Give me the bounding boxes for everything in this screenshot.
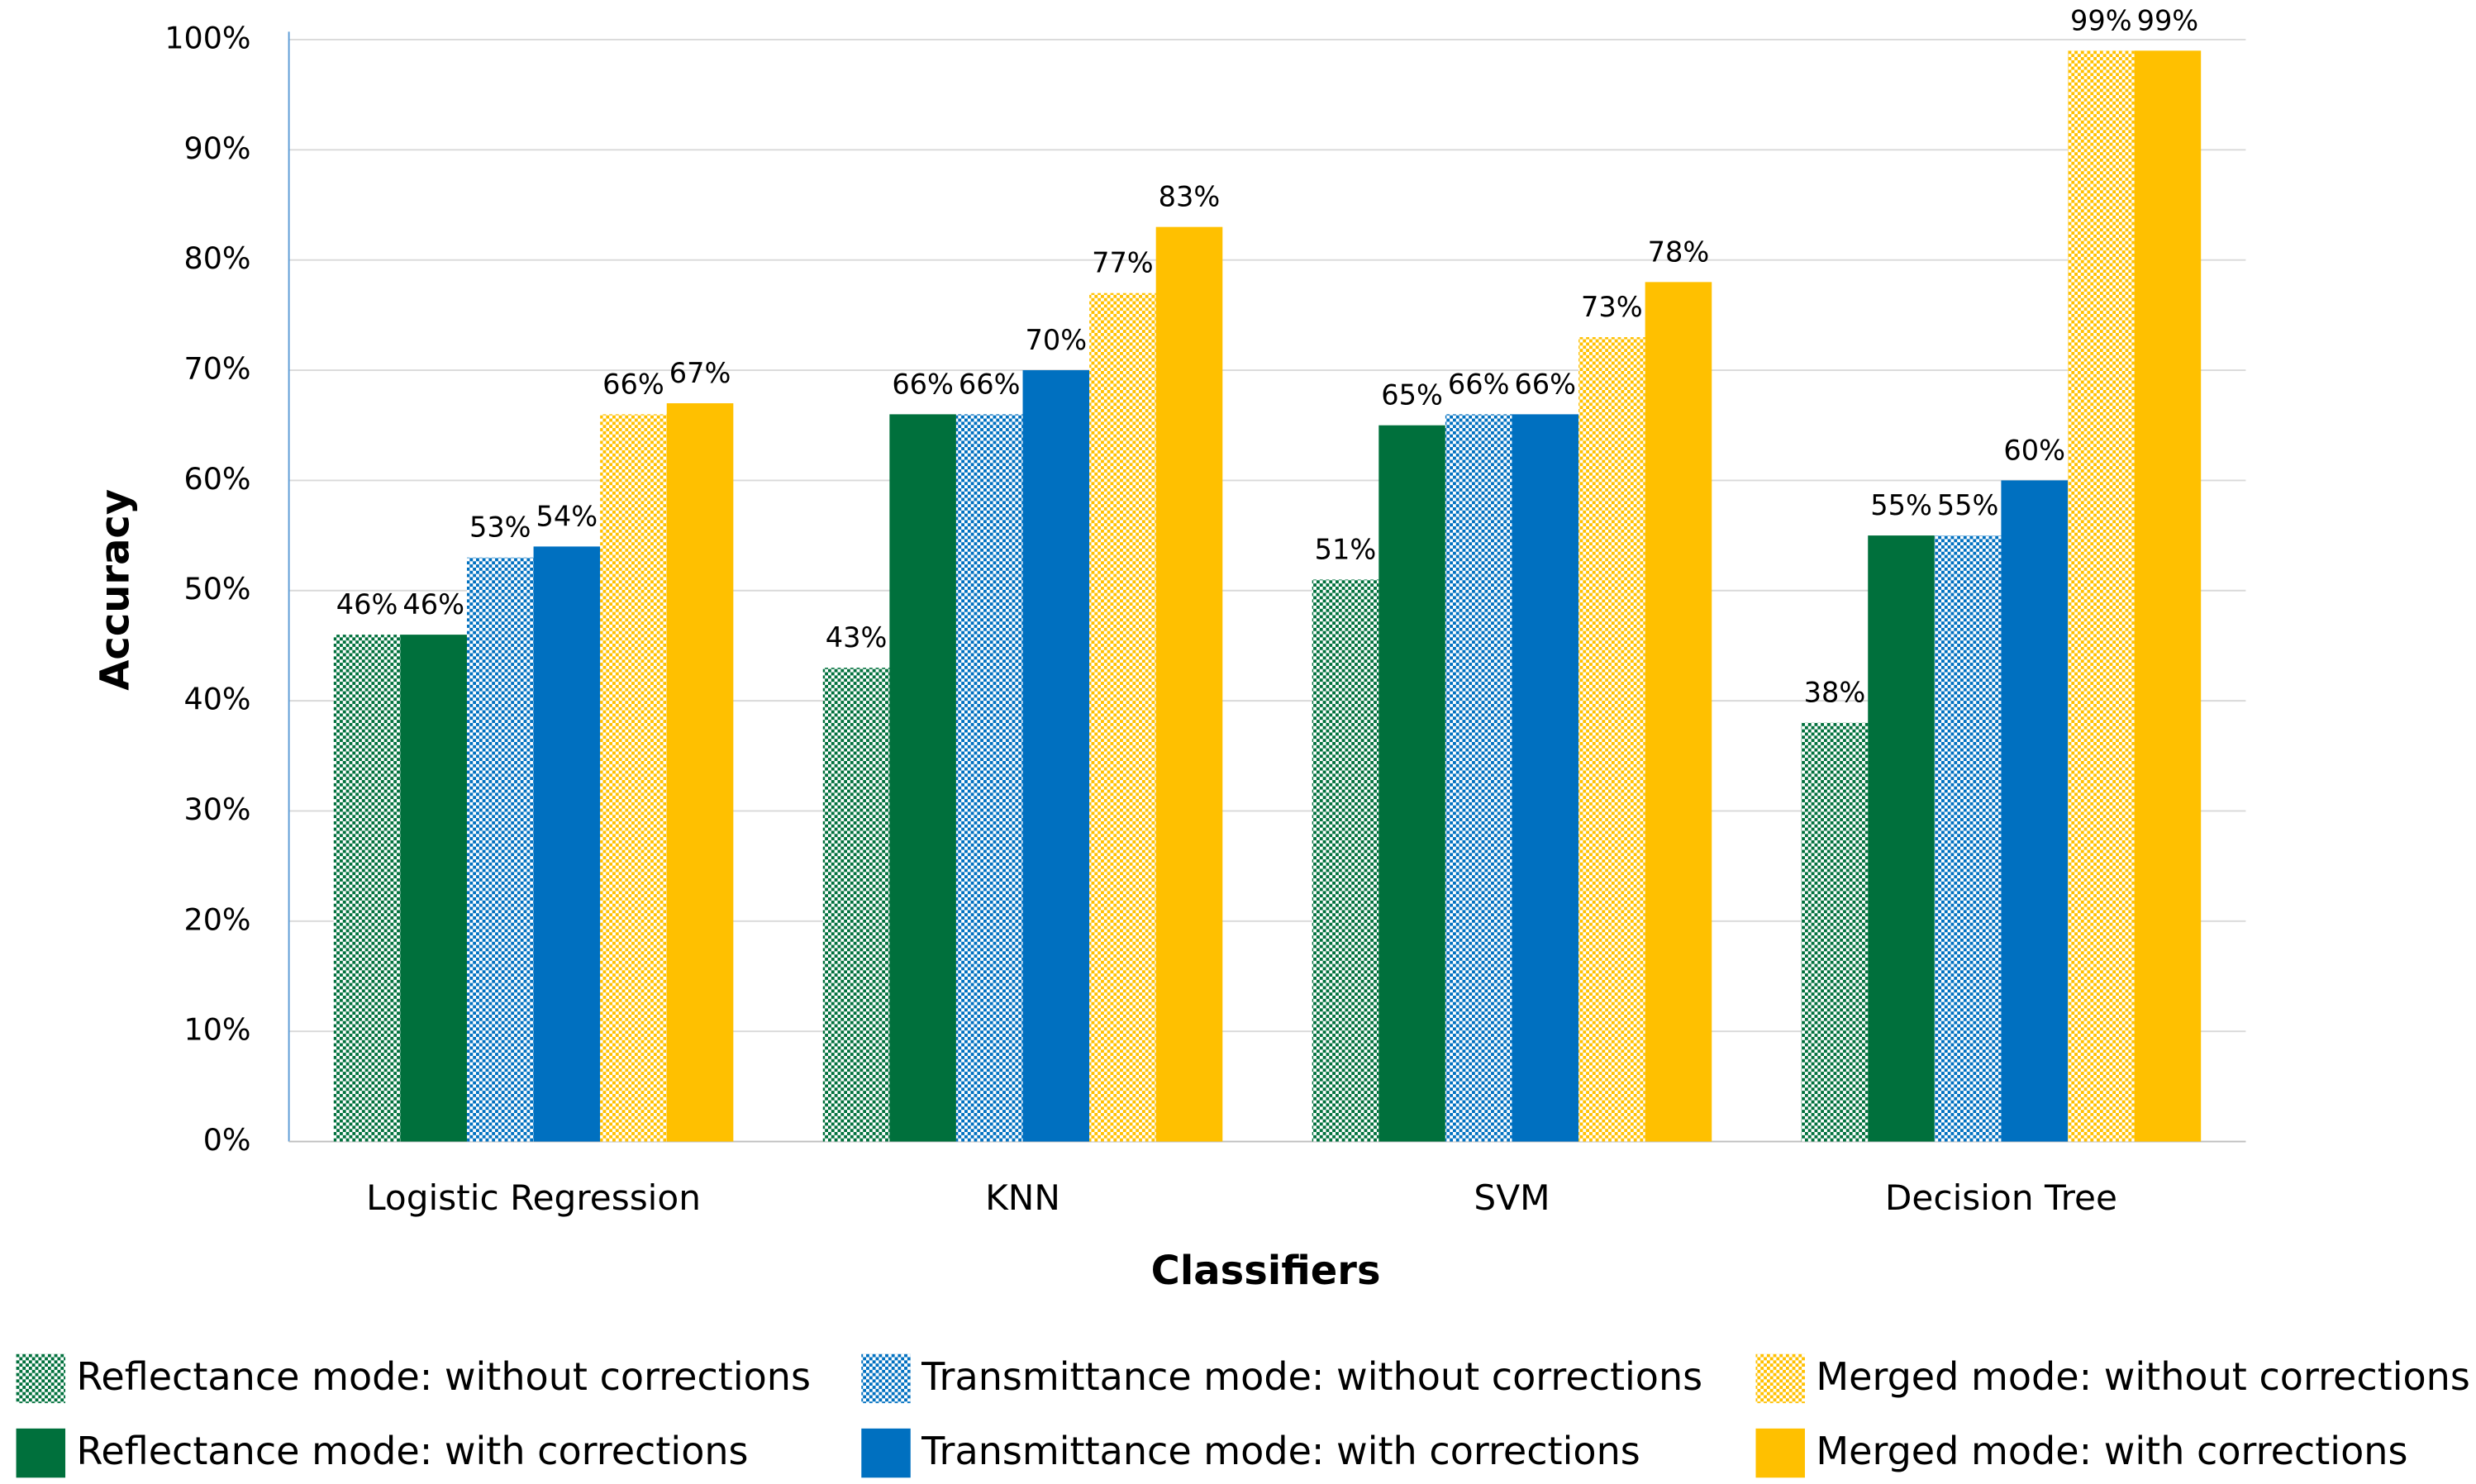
- value-label: 66%: [1448, 368, 1510, 400]
- value-label: 73%: [1581, 291, 1643, 323]
- value-label: 53%: [469, 511, 531, 544]
- value-label: 66%: [959, 368, 1021, 400]
- legend-swatch: [16, 1353, 66, 1404]
- value-label: 46%: [336, 588, 398, 621]
- x-tick-label: KNN: [985, 1177, 1060, 1218]
- x-tick-label: Decision Tree: [1885, 1177, 2117, 1218]
- legend-label: Reflectance mode: with corrections: [76, 1429, 748, 1473]
- legend-swatch: [1755, 1428, 1805, 1478]
- bar: [1312, 579, 1379, 1142]
- y-tick-label: 60%: [184, 461, 251, 497]
- bar: [1934, 535, 2002, 1142]
- y-tick-label: 40%: [184, 682, 251, 717]
- x-axis-title: Classifiers: [1151, 1248, 1381, 1294]
- value-label: 55%: [1870, 489, 1932, 521]
- bar: [1868, 535, 1935, 1142]
- bar: [1089, 293, 1156, 1142]
- value-label: 78%: [1648, 235, 1710, 268]
- x-tick-label: SVM: [1474, 1177, 1550, 1218]
- bar: [889, 414, 956, 1142]
- legend-label: Transmittance mode: without corrections: [921, 1354, 1702, 1399]
- legend-swatch: [861, 1353, 911, 1404]
- y-tick-label: 50%: [184, 571, 251, 606]
- value-label: 60%: [2003, 434, 2065, 466]
- bar: [333, 635, 401, 1142]
- value-label: 77%: [1092, 247, 1154, 279]
- value-label: 99%: [2137, 4, 2199, 36]
- y-tick-label: 0%: [203, 1122, 251, 1158]
- value-label: 99%: [2070, 4, 2132, 36]
- bar: [1445, 414, 1512, 1142]
- value-label: 46%: [402, 588, 464, 621]
- value-label: 83%: [1159, 181, 1221, 213]
- bar: [466, 557, 534, 1142]
- y-tick-label: 70%: [184, 351, 251, 387]
- value-label: 54%: [536, 500, 598, 532]
- x-tick-label: Logistic Regression: [366, 1177, 701, 1218]
- bar: [2001, 480, 2069, 1142]
- value-label: 65%: [1381, 379, 1443, 411]
- y-tick-label: 10%: [184, 1012, 251, 1048]
- legend-label: Merged mode: without corrections: [1816, 1354, 2469, 1399]
- legend-swatch: [861, 1428, 911, 1478]
- value-label: 66%: [892, 368, 954, 400]
- value-label: 55%: [1937, 489, 1999, 521]
- value-label: 43%: [826, 621, 888, 654]
- legend-label: Transmittance mode: with corrections: [921, 1429, 1640, 1473]
- bar: [400, 635, 467, 1142]
- value-label: 66%: [602, 368, 664, 400]
- legend-swatch: [1755, 1353, 1805, 1404]
- y-tick-label: 100%: [164, 20, 250, 55]
- y-tick-label: 30%: [184, 792, 251, 827]
- y-tick-label: 80%: [184, 240, 251, 276]
- bar: [1578, 337, 1645, 1142]
- bar: [600, 414, 667, 1142]
- bar: [1512, 414, 1579, 1142]
- value-label: 38%: [1804, 677, 1866, 709]
- bar: [1155, 226, 1223, 1142]
- value-label: 51%: [1315, 533, 1377, 565]
- y-tick-label: 20%: [184, 901, 251, 937]
- value-label: 66%: [1514, 368, 1576, 400]
- bar: [2134, 50, 2202, 1142]
- legend-label: Reflectance mode: without corrections: [76, 1354, 810, 1399]
- bar: [1801, 722, 1869, 1142]
- bar: [1645, 282, 1712, 1142]
- bar: [533, 546, 601, 1142]
- bar: [1378, 425, 1445, 1142]
- legend-label: Merged mode: with corrections: [1816, 1429, 2407, 1473]
- bar: [955, 414, 1023, 1142]
- legend-swatch: [16, 1428, 66, 1478]
- y-axis-title: Accuracy: [92, 489, 138, 691]
- y-tick-label: 90%: [184, 131, 251, 166]
- bar: [666, 403, 734, 1142]
- bar: [822, 668, 890, 1142]
- bar: [1022, 370, 1090, 1142]
- value-label: 67%: [669, 357, 731, 389]
- value-label: 70%: [1026, 324, 1088, 356]
- bar: [2068, 50, 2135, 1142]
